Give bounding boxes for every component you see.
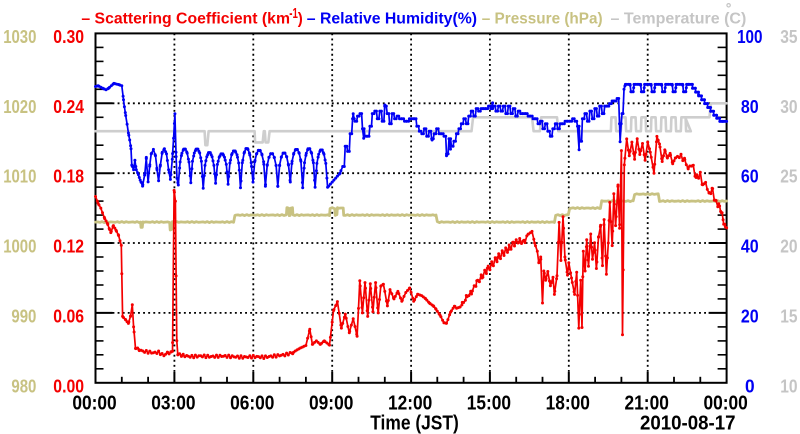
svg-text:18:00: 18:00 [546,393,590,415]
svg-text:09:00: 09:00 [309,393,353,415]
svg-text:15:00: 15:00 [467,393,511,415]
svg-text:1020: 1020 [3,96,36,117]
svg-text:60: 60 [741,166,759,187]
svg-text:10: 10 [780,375,797,396]
svg-text:00:00: 00:00 [703,393,747,415]
svg-text:-1: -1 [289,5,298,22]
svg-text:– Scattering Coefficient (km: – Scattering Coefficient (km [81,10,290,27]
svg-text:15: 15 [780,305,797,326]
svg-text:990: 990 [11,305,36,326]
svg-text:– Relative Humidity(%): – Relative Humidity(%) [307,10,477,27]
svg-text:1010: 1010 [3,166,36,187]
svg-text:0.06: 0.06 [53,305,84,326]
svg-text:0.30: 0.30 [53,26,84,47]
svg-text:1030: 1030 [3,26,36,47]
svg-text:– Pressure (hPa): – Pressure (hPa) [482,10,603,27]
svg-text:20: 20 [741,305,759,326]
svg-text:12:00: 12:00 [388,393,432,415]
svg-text:100: 100 [737,26,762,47]
svg-text:80: 80 [741,96,759,117]
svg-text:30: 30 [780,96,797,117]
svg-text:35: 35 [780,26,797,47]
svg-text:– Temperature (C): – Temperature (C) [611,10,747,27]
svg-text:1000: 1000 [3,236,36,257]
svg-text:25: 25 [780,166,797,187]
svg-text:21:00: 21:00 [625,393,669,415]
svg-text:0.24: 0.24 [53,96,84,117]
svg-text:0.12: 0.12 [53,236,84,257]
svg-text:Time (JST): Time (JST) [370,412,459,434]
svg-text:0.00: 0.00 [53,375,84,396]
svg-text:): ) [298,10,303,27]
svg-text:06:00: 06:00 [230,393,274,415]
svg-text:03:00: 03:00 [151,393,195,415]
svg-text:0: 0 [745,375,755,396]
svg-text:980: 980 [11,375,36,396]
svg-text:0.18: 0.18 [53,166,84,187]
svg-text:20: 20 [780,236,797,257]
svg-text:2010-08-17: 2010-08-17 [640,412,736,434]
svg-text:40: 40 [741,236,759,257]
svg-text:00:00: 00:00 [72,393,116,415]
